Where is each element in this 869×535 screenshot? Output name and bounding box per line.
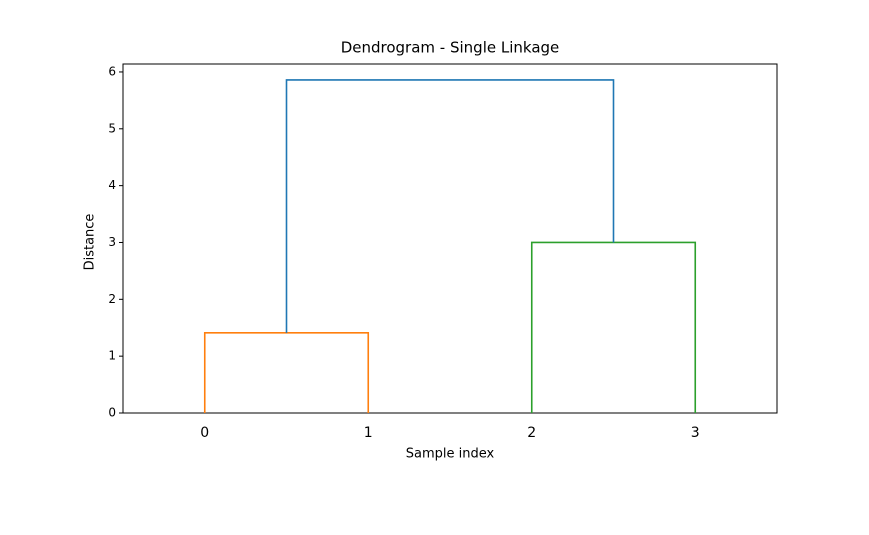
dendrogram-link xyxy=(285,79,615,333)
y-axis-label: Distance xyxy=(83,214,98,271)
y-tick-label: 1 xyxy=(108,349,116,363)
x-tick-label: 3 xyxy=(691,425,700,441)
chart-title: Dendrogram - Single Linkage xyxy=(341,39,560,57)
dendrogram-link xyxy=(203,332,370,413)
y-tick-label: 5 xyxy=(108,121,116,135)
y-tick-label: 3 xyxy=(108,235,116,249)
x-tick-label: 0 xyxy=(200,425,209,441)
x-tick-label: 1 xyxy=(364,425,373,441)
plot-frame xyxy=(122,63,778,414)
x-axis-label: Sample index xyxy=(406,447,495,462)
y-tick-label: 2 xyxy=(108,292,116,306)
x-tick-label: 2 xyxy=(527,425,536,441)
dendrogram-link xyxy=(530,241,697,413)
y-tick-label: 0 xyxy=(108,406,116,420)
y-tick-label: 6 xyxy=(108,64,116,78)
y-tick-label: 4 xyxy=(108,178,116,192)
